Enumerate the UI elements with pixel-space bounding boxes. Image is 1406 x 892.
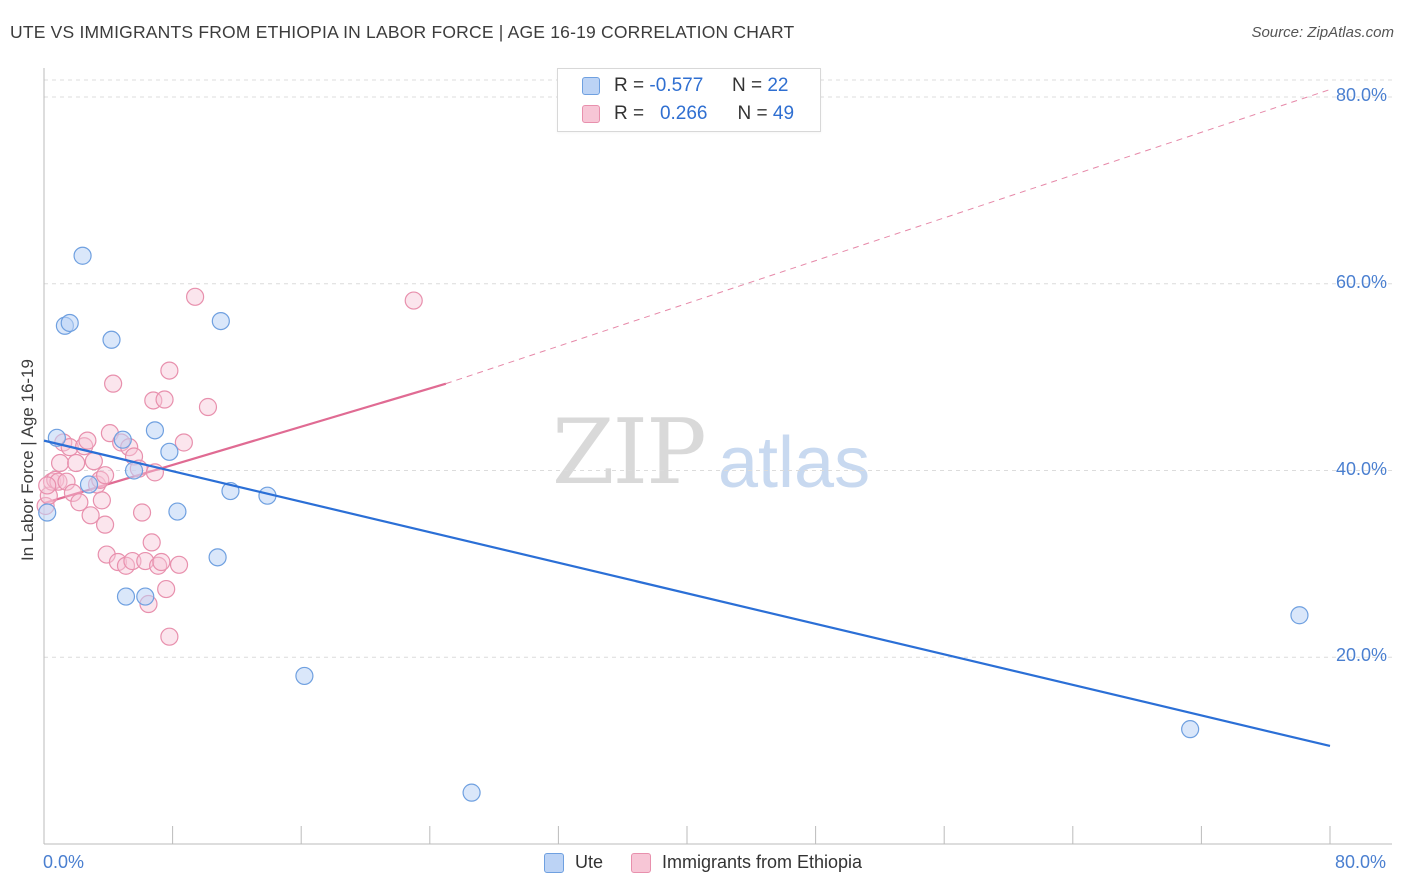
- legend-row-ethiopia: R = 0.266 N = 49: [582, 102, 794, 126]
- ethiopia-legend-label: Immigrants from Ethiopia: [661, 852, 863, 872]
- chart-title: UTE VS IMMIGRANTS FROM ETHIOPIA IN LABOR…: [10, 22, 795, 42]
- ute-n-label: N =: [731, 75, 763, 96]
- ethiopia-point: [84, 452, 103, 471]
- series-legend: Ute Immigrants from Ethiopia: [0, 852, 1406, 873]
- ethiopia-point: [57, 472, 76, 491]
- ute-point: [1181, 720, 1200, 739]
- ethiopia-point: [78, 431, 97, 450]
- eth-n-value: 49: [772, 103, 795, 124]
- y-tick-label: 40.0%: [1336, 458, 1388, 479]
- ethiopia-point: [95, 515, 115, 534]
- ute-point: [113, 430, 132, 449]
- watermark-zip: ZIP: [552, 400, 707, 505]
- ethiopia-point: [123, 551, 142, 571]
- ethiopia-point: [67, 453, 86, 473]
- ute-point: [160, 442, 179, 461]
- ute-point: [60, 313, 79, 333]
- ute-legend-label: Ute: [574, 852, 603, 872]
- ethiopia-point: [38, 476, 57, 495]
- ute-point: [168, 502, 187, 521]
- x-tick-label-max: 80.0%: [1335, 852, 1387, 872]
- ute-point: [1290, 606, 1309, 625]
- ethiopia-point: [169, 555, 189, 574]
- ethiopia-trendline-dashed: [445, 89, 1331, 385]
- ethiopia-point: [157, 579, 176, 599]
- ute-point: [38, 503, 57, 522]
- y-tick-label: 20.0%: [1336, 645, 1388, 666]
- legend-item-ute[interactable]: Ute: [543, 852, 603, 873]
- ethiopia-point: [95, 466, 115, 485]
- x-tick-label-min: 0.0%: [43, 852, 85, 872]
- ethiopia-point: [81, 506, 100, 525]
- ethiopia-point: [70, 493, 89, 512]
- ethiopia-trendline-solid: [43, 382, 447, 505]
- ethiopia-swatch: [582, 105, 600, 123]
- ute-point: [102, 330, 121, 349]
- watermark-atlas: atlas: [718, 423, 871, 503]
- ute-point: [145, 421, 165, 440]
- y-tick-label: 60.0%: [1336, 271, 1388, 292]
- ute-swatch: [582, 77, 600, 95]
- ethiopia-legend-swatch: [630, 852, 651, 873]
- ethiopia-point: [155, 390, 174, 409]
- ute-r-value: -0.577: [649, 75, 704, 96]
- ethiopia-point: [63, 483, 83, 503]
- ethiopia-point: [50, 453, 70, 473]
- ute-legend-swatch: [543, 852, 564, 873]
- stats-legend: R = -0.577 N = 22 R = 0.266 N = 49: [557, 68, 821, 132]
- ute-point: [79, 475, 99, 494]
- source-label: Source: ZipAtlas.com: [1251, 24, 1394, 41]
- y-axis-label: In Labor Force | Age 16-19: [18, 359, 37, 561]
- ethiopia-point: [174, 433, 193, 452]
- ethiopia-point: [160, 361, 179, 380]
- legend-item-ethiopia[interactable]: Immigrants from Ethiopia: [630, 852, 863, 873]
- ethiopia-point: [152, 552, 171, 572]
- eth-r-label: R =: [614, 103, 645, 124]
- ute-point: [73, 246, 92, 265]
- ethiopia-point: [132, 503, 152, 522]
- ute-point: [211, 312, 230, 331]
- ethiopia-point: [198, 397, 218, 417]
- eth-r-value: 0.266: [659, 103, 708, 124]
- ethiopia-point: [92, 491, 111, 510]
- ethiopia-point: [160, 627, 179, 646]
- ute-point: [295, 666, 314, 686]
- ute-r-label: R =: [614, 75, 645, 96]
- ute-point: [462, 783, 481, 802]
- ethiopia-point: [404, 291, 423, 310]
- eth-n-label: N =: [737, 103, 768, 124]
- ethiopia-point: [142, 533, 161, 552]
- ute-point: [124, 461, 144, 480]
- ute-n-value: 22: [767, 75, 789, 96]
- ute-point: [208, 548, 227, 567]
- y-tick-label: 80.0%: [1336, 85, 1388, 105]
- ute-point: [116, 587, 136, 606]
- ute-point: [136, 587, 155, 606]
- ethiopia-point: [104, 374, 123, 393]
- ethiopia-point: [186, 287, 205, 306]
- legend-row-ute: R = -0.577 N = 22: [582, 74, 788, 98]
- ute-trendline: [43, 439, 1331, 748]
